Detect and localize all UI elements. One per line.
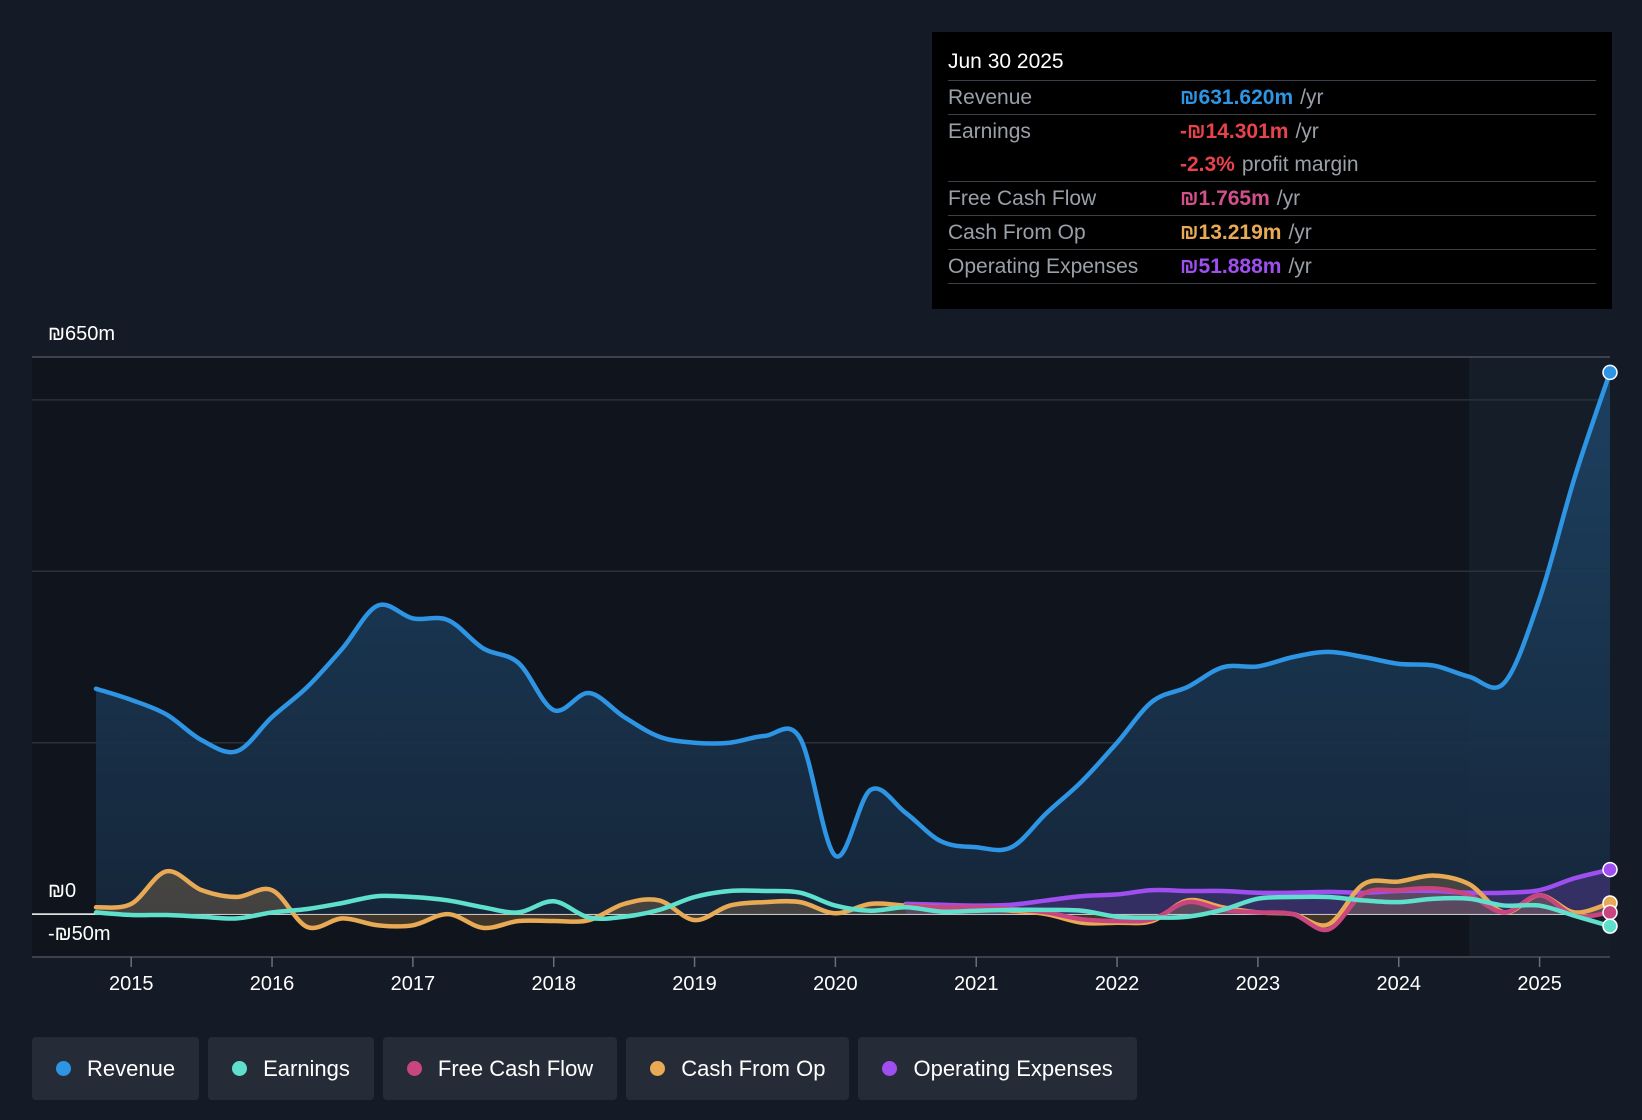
tooltip-value: ₪631.620m: [1180, 85, 1294, 109]
x-tick-label: 2023: [1236, 973, 1281, 995]
legend-label: Cash From Op: [681, 1055, 826, 1081]
x-tick-label: 2021: [954, 973, 999, 995]
legend-item-revenue[interactable]: Revenue: [32, 1037, 200, 1100]
tooltip-unit: /yr: [1276, 186, 1301, 210]
y-label-bottom: -₪50m: [48, 923, 111, 945]
tooltip-label: Operating Expenses: [948, 254, 1139, 278]
tooltip-unit: /yr: [1295, 119, 1319, 143]
legend-label: Free Cash Flow: [437, 1055, 594, 1081]
x-tick-label: 2017: [391, 973, 436, 995]
y-label-top: ₪650m: [48, 323, 115, 345]
legend-dot-icon: [232, 1061, 248, 1076]
cash-from-op-area: [96, 871, 1610, 929]
earnings-line: [93, 888, 1613, 929]
series-lines: [93, 370, 1613, 933]
tooltip-row-operating-expenses: Operating Expenses ₪51.888m /yr: [948, 249, 1596, 283]
tooltip-value: -₪14.301m: [1180, 119, 1289, 143]
x-tick-label: 2019: [672, 973, 717, 995]
tooltip-label: Cash From Op: [948, 220, 1086, 244]
legend-item-cash-from-op[interactable]: Cash From Op: [626, 1037, 850, 1100]
tooltip-row-cash-from-op: Cash From Op ₪13.219m /yr: [948, 215, 1596, 249]
tooltip-label: Revenue: [948, 85, 1033, 109]
tooltip-unit: profit margin: [1241, 152, 1359, 176]
legend-label: Operating Expenses: [913, 1055, 1113, 1081]
tooltip-unit: /yr: [1288, 254, 1312, 278]
tooltip-date: Jun 30 2025: [948, 50, 1064, 73]
operating-expenses-end-dot: [1602, 861, 1618, 878]
legend-label: Revenue: [87, 1055, 176, 1081]
tooltip-unit: /yr: [1288, 220, 1312, 244]
x-tick-label: 2024: [1376, 973, 1421, 995]
operating-expenses-area: [905, 869, 1610, 915]
series-end-dots: [1602, 364, 1618, 934]
legend-dot-icon: [56, 1061, 71, 1076]
legend-dot-icon: [406, 1061, 422, 1076]
y-label-zero: ₪0: [48, 880, 76, 902]
x-tick-label: 2015: [109, 973, 154, 995]
legend-dot-icon: [650, 1061, 666, 1076]
tooltip-value: ₪13.219m: [1180, 220, 1282, 244]
tooltip-divider: [948, 283, 1596, 285]
legend-label: Earnings: [263, 1055, 350, 1081]
revenue-line: [93, 370, 1613, 859]
x-tick-label: 2020: [813, 973, 858, 995]
tooltip-row-earnings: Earnings -₪14.301m /yr: [948, 114, 1596, 148]
tooltip-row-free-cash-flow: Free Cash Flow ₪1.765m /yr: [948, 181, 1596, 215]
tooltip-label: Free Cash Flow: [948, 186, 1097, 210]
tooltip-unit: /yr: [1300, 85, 1324, 109]
legend-item-earnings[interactable]: Earnings: [208, 1037, 374, 1100]
tooltip-value: -2.3%: [1180, 152, 1235, 176]
x-tick-label: 2016: [250, 973, 295, 995]
free-cash-flow-end-dot: [1602, 904, 1618, 921]
operating-expenses-line: [903, 867, 1613, 908]
legend-item-free-cash-flow[interactable]: Free Cash Flow: [382, 1037, 618, 1100]
tooltip-value: ₪1.765m: [1180, 186, 1270, 210]
tooltip-value: ₪51.888m: [1180, 254, 1282, 278]
x-tick-label: 2025: [1517, 973, 1562, 995]
tooltip-label: Earnings: [948, 119, 1031, 143]
series-fills: [96, 372, 1610, 929]
x-axis: 2015 2016 2017 2018 2019 2020 2021 2022 2023 2024…: [109, 957, 1562, 995]
revenue-end-dot: [1602, 364, 1618, 381]
x-tick-label: 2022: [1095, 973, 1140, 995]
legend-item-operating-expenses[interactable]: Operating Expenses: [858, 1037, 1137, 1100]
tooltip-row-revenue: Revenue ₪631.620m /yr: [948, 80, 1596, 114]
tooltip-row-profit-margin: -2.3% profit margin: [948, 148, 1596, 181]
legend-dot-icon: [882, 1061, 898, 1076]
earnings-end-dot: [1602, 918, 1618, 934]
tooltip: Jun 30 2025 Revenue ₪631.620m /yr Earnin…: [932, 32, 1612, 309]
revenue-area: [96, 372, 1610, 915]
legend: Revenue Earnings Free Cash Flow Cash Fro…: [32, 1037, 1137, 1100]
x-tick-label: 2018: [531, 973, 576, 995]
